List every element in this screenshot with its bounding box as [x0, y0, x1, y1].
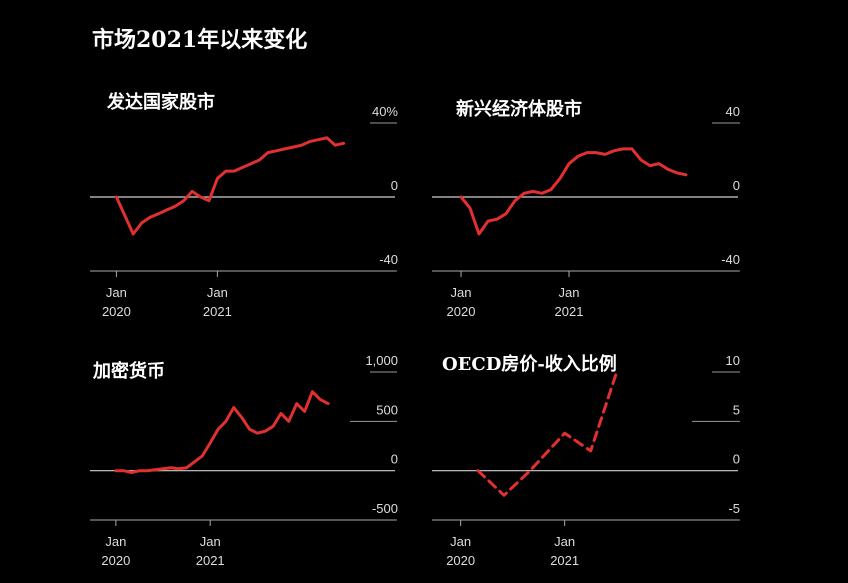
- x-tick-label: Jan: [451, 285, 472, 300]
- y-tick-label: 5: [733, 402, 740, 417]
- chart-title: OECD房价-收入比例: [442, 353, 617, 375]
- series-line: [459, 147, 688, 236]
- x-tick-label: 2021: [196, 553, 225, 568]
- x-tick-label: Jan: [105, 534, 126, 549]
- chart-panel-1: 发达国家股市 40% 0 -40 Jan 2020 Jan 2021: [90, 91, 398, 319]
- x-tick-label: 2021: [203, 304, 232, 319]
- x-tick-label: 2020: [446, 553, 475, 568]
- series-line: [114, 136, 346, 236]
- x-tick-label: 2020: [447, 304, 476, 319]
- y-tick-label: 0: [391, 452, 398, 467]
- x-tick-label: Jan: [200, 534, 221, 549]
- chart-title: 新兴经济体股市: [456, 98, 582, 120]
- chart-title: 加密货币: [92, 360, 165, 382]
- x-tick-label: Jan: [554, 534, 575, 549]
- series-line: [114, 390, 330, 475]
- chart-panel-3: 加密货币 1,000 500 0 -500 Jan 2020 Jan 2021: [90, 353, 398, 568]
- chart-panel-2: 新兴经济体股市 40 0 -40 Jan 2020 Jan 2021: [432, 98, 740, 319]
- y-tick-label: 0: [391, 178, 398, 193]
- x-tick-label: 2021: [550, 553, 579, 568]
- y-tick-label: 10: [726, 353, 740, 368]
- y-tick-label: -40: [721, 252, 740, 267]
- y-tick-label: 1,000: [365, 353, 398, 368]
- x-tick-label: 2020: [102, 304, 131, 319]
- y-tick-label: -5: [728, 501, 740, 516]
- y-tick-label: 40%: [372, 104, 398, 119]
- chart-title: 发达国家股市: [106, 91, 215, 113]
- x-tick-label: 2021: [555, 304, 584, 319]
- page-title: 市场2021年以来变化: [92, 27, 307, 53]
- x-tick-label: Jan: [207, 285, 228, 300]
- x-tick-label: Jan: [450, 534, 471, 549]
- x-tick-label: Jan: [559, 285, 580, 300]
- y-tick-label: 0: [733, 178, 740, 193]
- y-tick-label: 0: [733, 452, 740, 467]
- x-tick-label: Jan: [106, 285, 127, 300]
- y-tick-label: 500: [376, 402, 398, 417]
- y-tick-label: -40: [379, 252, 398, 267]
- y-tick-label: -500: [372, 501, 398, 516]
- series-line: [476, 370, 619, 497]
- x-tick-label: 2020: [101, 553, 130, 568]
- y-tick-label: 40: [726, 104, 740, 119]
- chart-panel-4: OECD房价-收入比例 10 5 0 -5 Jan 2020 Jan 2021: [432, 353, 740, 568]
